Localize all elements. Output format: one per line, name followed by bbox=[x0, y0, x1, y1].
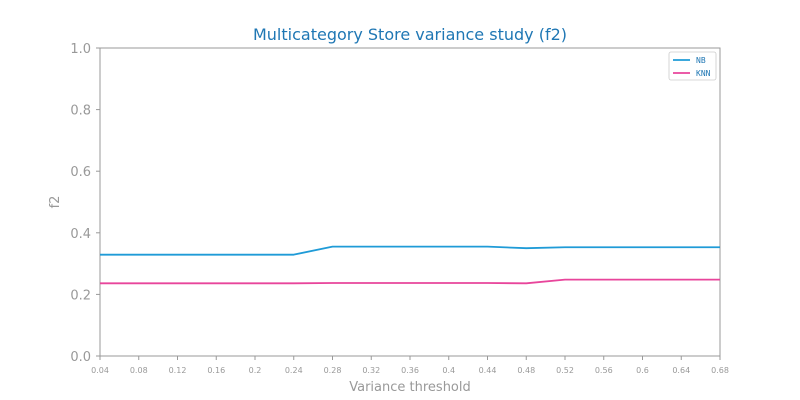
y-tick-label: 0.4 bbox=[70, 227, 91, 242]
legend-label-knn: KNN bbox=[696, 69, 711, 78]
x-axis: 0.04 0.08 0.12 0.16 0.2 0.24 0.28 0.32 0.36 0.4 0.… bbox=[91, 356, 729, 375]
x-tick-label: 0.68 bbox=[711, 366, 729, 375]
x-tick-label: 0.24 bbox=[285, 366, 303, 375]
series-line-nb bbox=[100, 245, 720, 256]
x-tick-label: 0.16 bbox=[207, 366, 225, 375]
x-tick-label: 0.2 bbox=[249, 366, 262, 375]
x-tick-label: 0.36 bbox=[401, 366, 419, 375]
y-tick-label: 0.0 bbox=[70, 350, 91, 365]
x-tick-label: 0.56 bbox=[595, 366, 613, 375]
x-axis-label: Variance threshold bbox=[349, 380, 471, 395]
y-tick-label: 1.0 bbox=[70, 42, 91, 57]
y-tick-label: 0.8 bbox=[70, 104, 91, 119]
x-tick-label: 0.28 bbox=[324, 366, 342, 375]
x-tick-label: 0.52 bbox=[556, 366, 574, 375]
y-tick-label: 0.6 bbox=[70, 165, 91, 180]
x-tick-label: 0.12 bbox=[169, 366, 187, 375]
legend-label-nb: NB bbox=[696, 56, 706, 65]
y-axis-label: f2 bbox=[48, 196, 63, 209]
chart-title: Multicategory Store variance study (f2) bbox=[253, 25, 567, 44]
x-tick-label: 0.44 bbox=[479, 366, 497, 375]
x-tick-label: 0.6 bbox=[636, 366, 649, 375]
x-tick-label: 0.32 bbox=[362, 366, 380, 375]
x-tick-label: 0.08 bbox=[130, 366, 148, 375]
x-tick-label: 0.04 bbox=[91, 366, 109, 375]
series-lines bbox=[100, 245, 720, 285]
y-axis: 0.0 0.2 0.4 0.6 0.8 1.0 bbox=[70, 42, 100, 365]
series-line-knn bbox=[100, 278, 720, 285]
x-tick-label: 0.4 bbox=[442, 366, 455, 375]
plot-frame bbox=[99, 47, 721, 357]
y-tick-label: 0.2 bbox=[70, 288, 91, 303]
legend: NB KNN bbox=[668, 51, 717, 81]
x-tick-label: 0.48 bbox=[517, 366, 535, 375]
x-tick-label: 0.64 bbox=[672, 366, 690, 375]
